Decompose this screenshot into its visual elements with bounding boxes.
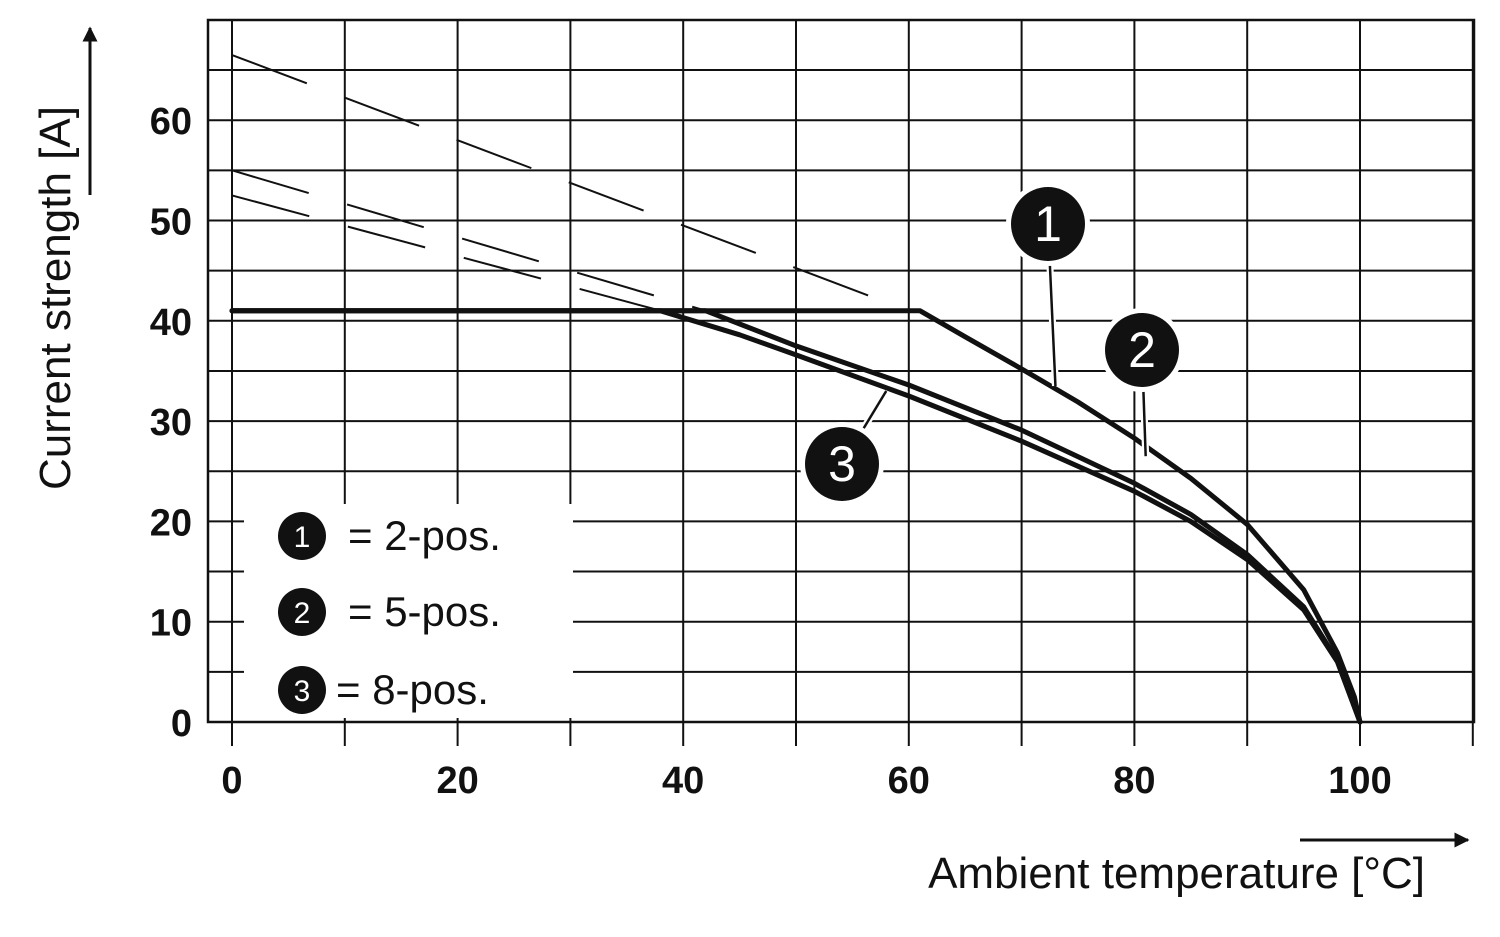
callouts: 1 2 3 xyxy=(800,182,1184,506)
y-tick-label: 20 xyxy=(150,502,192,544)
y-tick-label: 50 xyxy=(150,202,192,244)
series-lines xyxy=(229,308,1363,725)
callout-2-badge xyxy=(1105,313,1179,387)
callout-1-number: 1 xyxy=(1034,196,1062,252)
legend-label-1: = 2-pos. xyxy=(348,512,501,559)
x-tick-label: 80 xyxy=(1113,760,1155,802)
x-tick-label: 60 xyxy=(888,760,930,802)
legend-label-3: = 8-pos. xyxy=(336,666,489,713)
legend: 1 = 2-pos. 2 = 5-pos. 3 = 8-pos. xyxy=(244,504,573,718)
legend-row-3: 3 = 8-pos. xyxy=(278,666,489,714)
x-axis-title-group: Ambient temperature [°C] xyxy=(928,832,1470,898)
callout-2-number: 2 xyxy=(1128,322,1156,378)
series-2-dashed-extension xyxy=(231,169,707,312)
y-tick-label: 0 xyxy=(171,703,192,745)
series-1-dashed-extension xyxy=(231,54,910,312)
legend-badge-1-number: 1 xyxy=(294,521,311,554)
x-tick-label: 20 xyxy=(436,760,478,802)
legend-row-2: 2 = 5-pos. xyxy=(278,588,501,636)
series-1-line xyxy=(229,308,1363,725)
callout-1-badge xyxy=(1011,187,1085,261)
legend-badge-3 xyxy=(278,666,326,714)
tick-labels: 0 20 40 60 80 100 0 10 20 30 40 50 60 xyxy=(150,101,1392,802)
x-tick-label: 0 xyxy=(221,760,242,802)
series-3-dashed-extension xyxy=(231,194,661,312)
x-tick-label: 40 xyxy=(662,760,704,802)
legend-badge-1 xyxy=(278,512,326,560)
callout-3-number: 3 xyxy=(828,436,856,492)
y-axis-title-group: Current strength [A] xyxy=(31,26,98,490)
legend-badge-2 xyxy=(278,588,326,636)
y-axis-title: Current strength [A] xyxy=(31,106,80,490)
legend-row-1: 1 = 2-pos. xyxy=(278,512,501,560)
y-tick-label: 10 xyxy=(150,603,192,645)
x-axis-title: Ambient temperature [°C] xyxy=(928,849,1425,898)
x-tick-label: 100 xyxy=(1328,760,1391,802)
series-3-line xyxy=(229,308,1363,725)
dashed-extensions xyxy=(231,54,910,312)
legend-badge-3-number: 3 xyxy=(294,675,311,708)
y-tick-label: 30 xyxy=(150,402,192,444)
callout-3-badge xyxy=(805,427,879,501)
y-tick-label: 40 xyxy=(150,302,192,344)
y-tick-label: 60 xyxy=(150,101,192,143)
legend-label-2: = 5-pos. xyxy=(348,588,501,635)
legend-badge-2-number: 2 xyxy=(294,597,311,630)
